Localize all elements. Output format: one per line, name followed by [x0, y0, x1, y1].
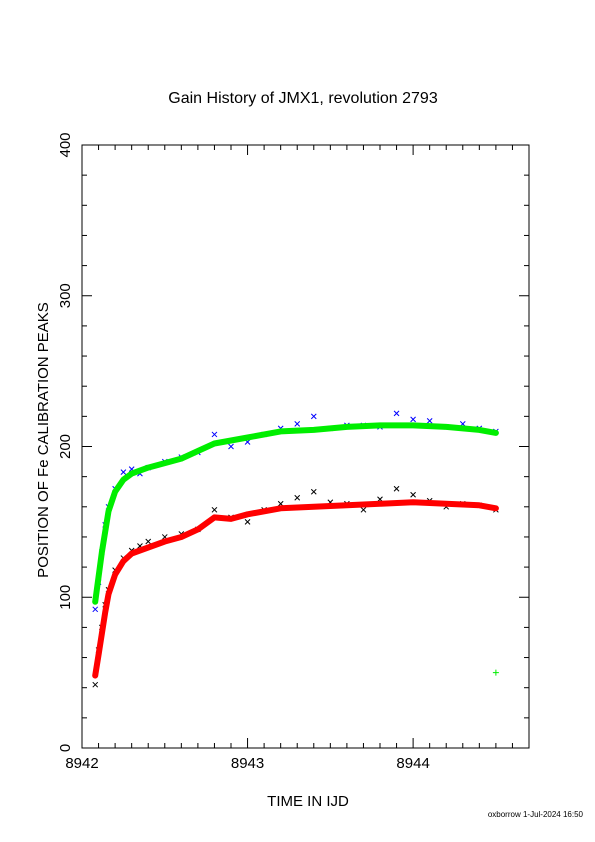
x-tick-label: 8943: [231, 755, 264, 772]
fit-line: [92, 499, 499, 679]
y-tick-label: 0: [57, 744, 74, 752]
y-tick-label: 100: [57, 585, 74, 610]
chart-title: Gain History of JMX1, revolution 2793: [168, 90, 438, 107]
data-point: [310, 488, 317, 495]
y-tick-label: 300: [57, 283, 74, 308]
data-point: [211, 506, 218, 513]
lower-fit-series: [92, 499, 499, 679]
tick-labels: 8942 8943 8944 0 100 200 300 400: [57, 132, 430, 772]
x-tick-label: 8942: [65, 755, 98, 772]
data-point: [410, 416, 416, 423]
x-tick-label: 8944: [396, 755, 429, 772]
outlier-point: [492, 669, 499, 676]
data-point: [244, 519, 251, 525]
y-axis-label: POSITION OF Fe CALIBRATION PEAKS: [35, 302, 52, 578]
data-point: [393, 485, 400, 492]
data-point: [228, 443, 234, 450]
x-axis-label: TIME IN IJD: [267, 793, 349, 810]
lower-points-series: [92, 485, 499, 688]
data-point: [410, 491, 416, 498]
plot-footer: oxborrow 1-Jul-2024 16:50: [488, 810, 584, 819]
data-point: [492, 669, 499, 676]
data-point: [360, 506, 367, 513]
data-point: [145, 538, 152, 545]
data-point: [294, 421, 301, 427]
y-tick-label: 400: [57, 132, 74, 157]
data-point: [92, 606, 99, 613]
upper-fit-series: [92, 422, 499, 605]
plot-frame: [81, 144, 530, 749]
data-point: [310, 413, 317, 420]
data-point: [120, 469, 127, 475]
data-point: [211, 431, 218, 438]
data-point: [92, 681, 99, 688]
data-point: [393, 410, 400, 417]
data-point: [426, 418, 433, 424]
y-tick-label: 200: [57, 434, 74, 459]
upper-points-series: [92, 410, 499, 613]
axis-ticks: [81, 144, 530, 749]
fit-line: [92, 422, 499, 605]
data-point: [294, 494, 301, 501]
